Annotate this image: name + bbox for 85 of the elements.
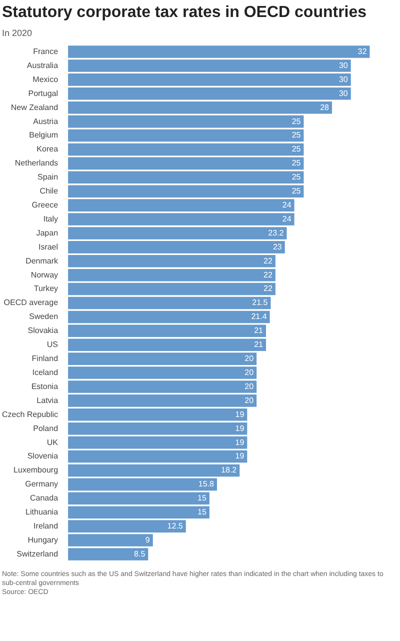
y-tick-label: Luxembourg <box>14 466 58 475</box>
y-tick-label: Portugal <box>28 88 58 98</box>
data-label: 20 <box>244 368 254 377</box>
y-tick-label: Mexico <box>32 74 59 84</box>
y-tick-label: Australia <box>26 60 59 70</box>
y-tick-label: Czech Republic <box>2 410 58 419</box>
data-label: 22 <box>264 284 273 294</box>
y-tick-label: Iceland <box>32 368 58 377</box>
y-tick-label: New Zealand <box>10 102 58 112</box>
y-tick-label: Hungary <box>28 535 58 544</box>
data-label: 30 <box>338 74 348 84</box>
data-label: 15 <box>198 508 207 517</box>
data-label: 25 <box>292 186 302 196</box>
y-tick-label: Poland <box>33 424 58 433</box>
data-label: 20 <box>244 382 254 391</box>
y-tick-label: Spain <box>38 172 58 182</box>
data-label: 24 <box>282 214 292 224</box>
y-tick-label: Chile <box>40 186 59 196</box>
y-tick-label: Slovakia <box>28 326 59 336</box>
data-label: 21 <box>254 326 264 336</box>
y-tick-label: Norway <box>30 270 58 280</box>
data-label: 21.4 <box>251 312 268 322</box>
y-tick-label: US <box>46 340 58 350</box>
bar <box>68 115 304 128</box>
y-tick-label: Estonia <box>31 382 59 391</box>
data-label: 23 <box>272 242 282 252</box>
y-tick-label: Greece <box>32 200 59 210</box>
y-tick-label: Austria <box>33 116 59 126</box>
data-label: 22 <box>264 270 273 280</box>
data-label: 15 <box>198 494 207 503</box>
y-tick-label: Slovenia <box>27 452 59 461</box>
y-tick-label: Korea <box>36 144 59 154</box>
data-label: 25 <box>292 144 302 154</box>
y-tick-label: France <box>33 46 59 56</box>
data-label: 19 <box>235 452 245 461</box>
y-tick-label: Belgium <box>29 130 58 140</box>
data-label: 21 <box>254 340 264 350</box>
data-label: 9 <box>145 535 150 544</box>
y-tick-label: UK <box>46 438 59 447</box>
data-label: 28 <box>320 102 330 112</box>
y-tick-label: Finland <box>32 354 58 364</box>
y-tick-label: Germany <box>25 480 58 489</box>
y-tick-label: Lithuania <box>26 508 59 517</box>
chart-title: Statutory corporate tax rates in OECD countries <box>1 3 368 22</box>
y-tick-label: Denmark <box>26 256 60 266</box>
y-tick-label: Italy <box>43 214 58 224</box>
data-label: 32 <box>358 46 368 56</box>
data-label: 19 <box>235 424 245 433</box>
y-tick-label: Latvia <box>36 396 59 405</box>
y-tick-label: Ireland <box>34 522 58 531</box>
bar <box>68 143 304 156</box>
bar <box>68 464 240 477</box>
y-tick-label: Canada <box>30 494 59 503</box>
bar <box>68 129 304 142</box>
data-label: 25 <box>292 130 302 140</box>
data-label: 30 <box>338 60 348 70</box>
y-tick-label: Japan <box>36 228 58 238</box>
bar <box>68 450 248 463</box>
data-label: 21.5 <box>252 298 268 308</box>
data-label: 12.5 <box>167 522 184 531</box>
y-tick-label: OECD average <box>4 298 59 308</box>
data-label: 24 <box>282 200 292 210</box>
y-tick-label: Netherlands <box>14 158 58 168</box>
bar <box>68 310 270 324</box>
bar <box>68 282 276 296</box>
y-tick-label: Israel <box>38 242 58 252</box>
data-label: 22 <box>264 256 273 266</box>
chart-subtitle: In 2020 <box>1 27 34 38</box>
data-label: 20 <box>244 354 254 364</box>
y-tick-label: Switzerland <box>16 549 58 558</box>
data-label: 25 <box>292 158 302 168</box>
data-label: 8.5 <box>134 549 146 558</box>
data-label: 25 <box>292 172 302 182</box>
y-tick-label: Sweden <box>29 312 58 322</box>
data-label: 30 <box>338 88 348 98</box>
data-label: 23.2 <box>268 228 284 238</box>
data-label: 20 <box>244 396 254 405</box>
data-label: 15.8 <box>198 480 215 489</box>
data-label: 19 <box>235 438 245 447</box>
data-label: 19 <box>235 410 245 419</box>
y-tick-label: Turkey <box>34 284 58 294</box>
data-label: 25 <box>292 116 302 126</box>
data-label: 18.2 <box>221 466 238 475</box>
bar <box>68 296 271 310</box>
bar <box>68 478 217 491</box>
